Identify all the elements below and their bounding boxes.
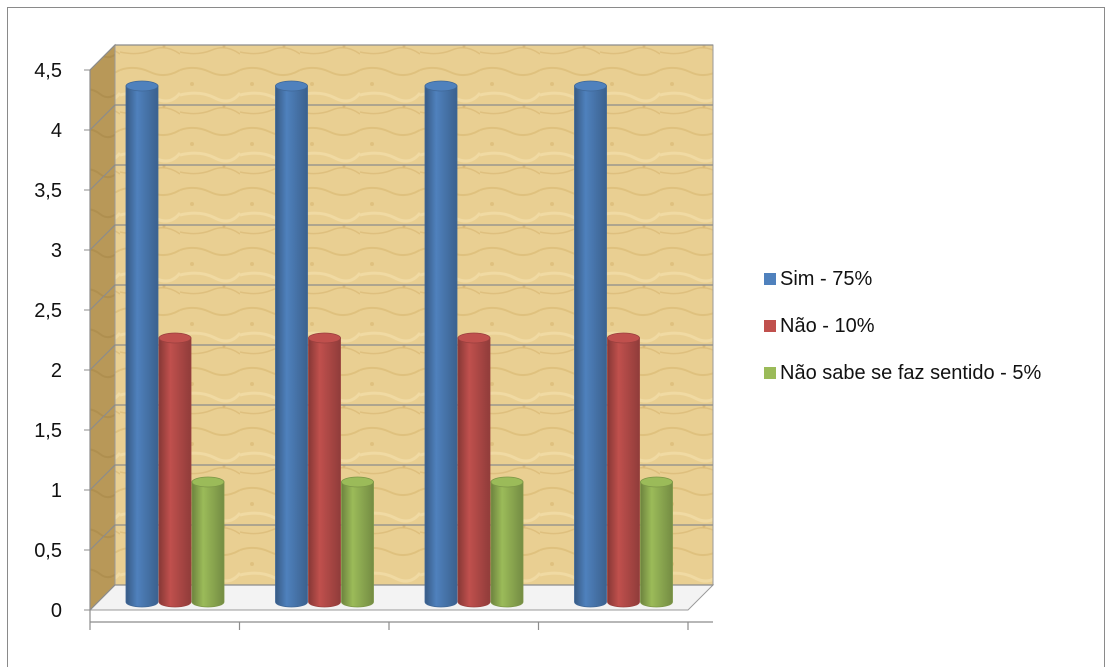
gridline (89, 164, 713, 191)
bar (490, 481, 524, 608)
y-tick-label: 1 (51, 480, 62, 502)
bar (191, 481, 225, 608)
legend-swatch-nao-sabe (764, 367, 776, 379)
gridline (89, 464, 713, 491)
bar (275, 85, 308, 608)
bar-top (341, 476, 374, 488)
bar (640, 481, 673, 608)
legend-label-sim: Sim - 75% (780, 267, 873, 290)
y-tick-label: 0,5 (34, 540, 62, 562)
legend-item-sim: Sim - 75% (764, 268, 1041, 290)
bars (125, 80, 673, 608)
y-tick-label: 4,5 (34, 60, 62, 82)
bar (308, 337, 341, 608)
bar-top (607, 332, 640, 344)
legend-item-nao-sabe: Não sabe se faz sentido - 5% (764, 362, 1041, 384)
gridline (89, 284, 713, 311)
gridline (89, 344, 713, 371)
bar-top (275, 80, 308, 92)
bar-top (125, 80, 159, 92)
axes (89, 70, 713, 630)
legend-swatch-sim (764, 273, 776, 285)
y-tick-label: 2 (51, 360, 62, 382)
bar-top (457, 332, 491, 344)
legend-label-nao-sabe: Não sabe se faz sentido - 5% (780, 361, 1042, 384)
chart-plot-area: 0 0,5 1 1,5 2 2,5 3 3,5 4 4,5 (34, 43, 715, 630)
gridline (89, 44, 713, 71)
y-axis-tick-labels: 0 0,5 1 1,5 2 2,5 3 3,5 4 4,5 (34, 60, 62, 622)
gridline (89, 404, 713, 431)
side-wall (89, 43, 116, 612)
y-tick-label: 2,5 (34, 300, 62, 322)
bar (574, 85, 607, 608)
bar (341, 481, 374, 608)
y-tick-label: 0 (51, 600, 62, 622)
bar-top (490, 476, 524, 488)
legend-label-nao: Não - 10% (780, 314, 875, 337)
legend-swatch-nao (764, 320, 776, 332)
bar-top (191, 476, 225, 488)
legend-item-nao: Não - 10% (764, 315, 1041, 337)
bar-top (574, 80, 607, 92)
y-tick-label: 1,5 (34, 420, 62, 442)
bar-top (640, 476, 673, 488)
chart-frame (7, 7, 1105, 667)
y-tick-label: 3,5 (34, 180, 62, 202)
bar (424, 85, 458, 608)
y-tick-label: 3 (51, 240, 62, 262)
bar-top (424, 80, 458, 92)
y-tick-label: 4 (51, 120, 62, 142)
bar (125, 85, 159, 608)
gridline (89, 104, 713, 131)
bar-top (308, 332, 341, 344)
bar (457, 337, 491, 608)
legend: Sim - 75% Não - 10% Não sabe se faz sent… (764, 268, 1041, 409)
bar-top (158, 332, 192, 344)
gridline (89, 224, 713, 251)
bar (158, 337, 192, 608)
bar (607, 337, 640, 608)
